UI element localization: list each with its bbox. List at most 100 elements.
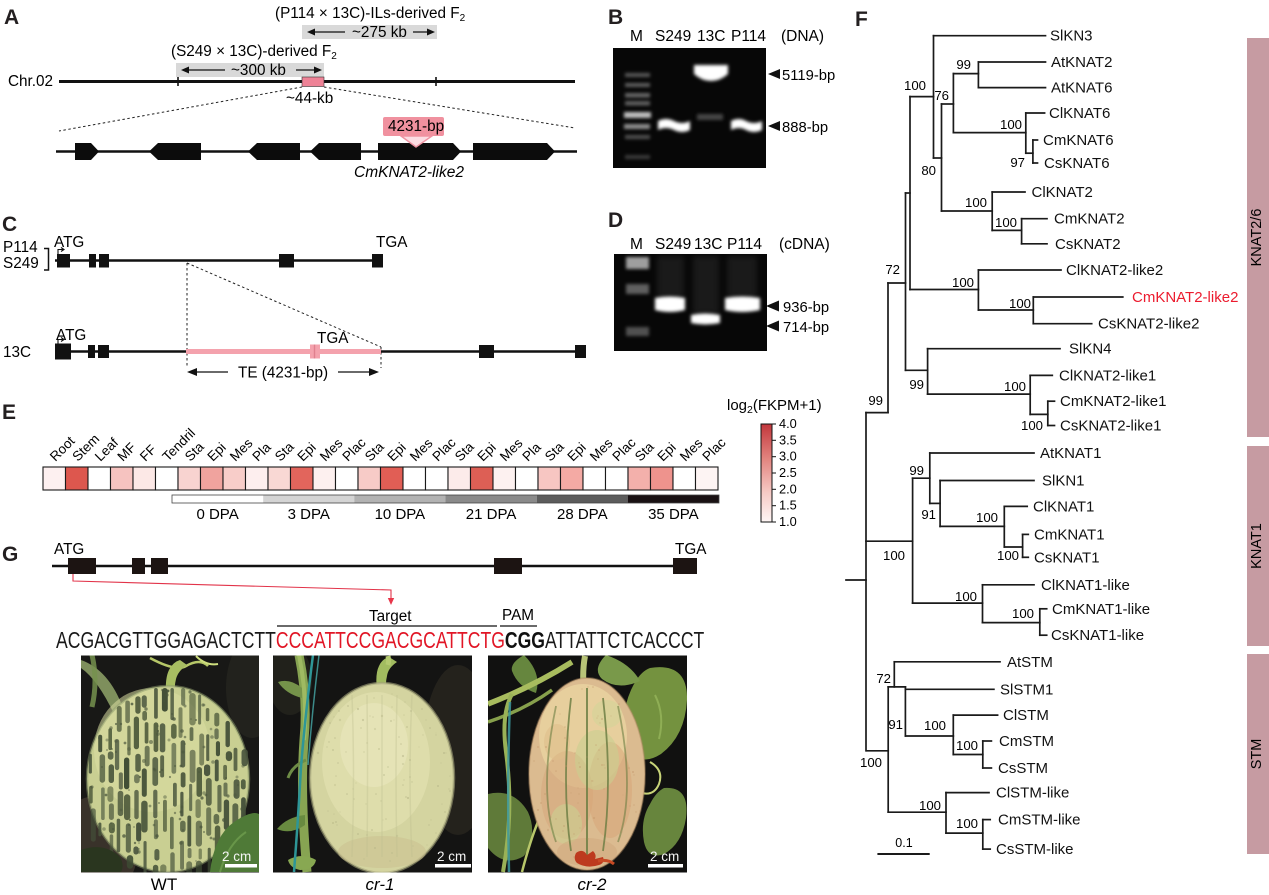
svg-text:(S249 × 13C)-derived F2: (S249 × 13C)-derived F2 bbox=[171, 43, 337, 62]
svg-text:AtKNAT6: AtKNAT6 bbox=[1051, 80, 1112, 97]
svg-text:2 cm: 2 cm bbox=[437, 849, 466, 864]
svg-text:72: 72 bbox=[885, 262, 900, 277]
svg-text:ACGACGTTGGAGACTCTTCCCATTCCGACG: ACGACGTTGGAGACTCTTCCCATTCCGACGCATTCTGCGG… bbox=[56, 628, 705, 654]
svg-text:4231-bp: 4231-bp bbox=[388, 118, 444, 135]
svg-text:S249: S249 bbox=[655, 28, 691, 45]
svg-text:ClKNAT6: ClKNAT6 bbox=[1049, 105, 1110, 122]
svg-text:CsKNAT1: CsKNAT1 bbox=[1034, 549, 1100, 566]
svg-text:AtKNAT2: AtKNAT2 bbox=[1051, 54, 1112, 71]
svg-text:99: 99 bbox=[909, 377, 924, 392]
svg-text:ClKNAT2-like2: ClKNAT2-like2 bbox=[1066, 262, 1163, 279]
svg-text:E: E bbox=[2, 401, 16, 424]
svg-text:S249: S249 bbox=[3, 255, 39, 272]
svg-text:99: 99 bbox=[909, 463, 924, 478]
svg-text:100: 100 bbox=[1000, 117, 1022, 132]
svg-text:100: 100 bbox=[976, 510, 998, 525]
svg-text:WT: WT bbox=[151, 875, 177, 894]
svg-text:0.1: 0.1 bbox=[895, 836, 912, 850]
svg-text:CmKNAT2-like2: CmKNAT2-like2 bbox=[1132, 289, 1238, 306]
svg-text:ATG: ATG bbox=[54, 234, 84, 251]
svg-text:100: 100 bbox=[1009, 296, 1031, 311]
svg-text:936-bp: 936-bp bbox=[783, 300, 829, 316]
svg-text:100: 100 bbox=[883, 548, 905, 563]
svg-text:2 cm: 2 cm bbox=[222, 849, 251, 864]
svg-text:100: 100 bbox=[965, 195, 987, 210]
svg-text:100: 100 bbox=[956, 816, 978, 831]
svg-text:P114: P114 bbox=[727, 236, 762, 253]
svg-text:AtKNAT1: AtKNAT1 bbox=[1040, 445, 1101, 462]
svg-text:(DNA): (DNA) bbox=[781, 28, 824, 45]
svg-text:100: 100 bbox=[904, 78, 926, 93]
svg-text:100: 100 bbox=[956, 738, 978, 753]
svg-text:CmKNAT2: CmKNAT2 bbox=[1054, 211, 1125, 228]
svg-text:M: M bbox=[630, 236, 643, 253]
svg-text:A: A bbox=[4, 6, 19, 29]
svg-text:CmKNAT1: CmKNAT1 bbox=[1034, 526, 1105, 543]
svg-text:cr-2: cr-2 bbox=[578, 875, 608, 894]
svg-text:M: M bbox=[630, 28, 643, 45]
svg-text:99: 99 bbox=[868, 393, 883, 408]
svg-text:13C: 13C bbox=[3, 344, 31, 361]
svg-text:SlSTM1: SlSTM1 bbox=[1000, 681, 1053, 698]
svg-text:13C: 13C bbox=[697, 28, 725, 45]
svg-text:888-bp: 888-bp bbox=[782, 120, 828, 136]
svg-text:cr-1: cr-1 bbox=[366, 875, 395, 894]
svg-text:100: 100 bbox=[924, 718, 946, 733]
svg-text:3.5: 3.5 bbox=[779, 432, 797, 447]
svg-text:CsSTM-like: CsSTM-like bbox=[996, 841, 1074, 858]
svg-text:PAM: PAM bbox=[502, 607, 534, 624]
svg-text:3 DPA: 3 DPA bbox=[288, 506, 330, 523]
svg-text:TGA: TGA bbox=[675, 541, 707, 558]
svg-text:CmKNAT6: CmKNAT6 bbox=[1043, 132, 1114, 149]
svg-text:1.5: 1.5 bbox=[779, 498, 797, 513]
svg-text:28 DPA: 28 DPA bbox=[557, 506, 608, 523]
svg-text:100: 100 bbox=[1012, 606, 1034, 621]
svg-text:STM: STM bbox=[1249, 739, 1265, 770]
svg-text:CmKNAT1-like: CmKNAT1-like bbox=[1052, 601, 1150, 618]
svg-text:CsSTM: CsSTM bbox=[998, 760, 1048, 777]
svg-text:ClKNAT2: ClKNAT2 bbox=[1032, 184, 1093, 201]
svg-text:80: 80 bbox=[921, 163, 936, 178]
svg-text:G: G bbox=[2, 543, 18, 566]
svg-text:TGA: TGA bbox=[376, 234, 408, 251]
svg-text:3.0: 3.0 bbox=[779, 449, 797, 464]
svg-text:CsKNAT1-like: CsKNAT1-like bbox=[1051, 627, 1144, 644]
svg-text:13C: 13C bbox=[694, 236, 722, 253]
svg-text:ATG: ATG bbox=[56, 327, 86, 344]
svg-text:ClKNAT1-like: ClKNAT1-like bbox=[1041, 577, 1130, 594]
svg-text:log2(FKPM+1): log2(FKPM+1) bbox=[727, 397, 822, 416]
svg-text:P114: P114 bbox=[731, 28, 766, 45]
svg-text:100: 100 bbox=[952, 275, 974, 290]
svg-text:ClKNAT2-like1: ClKNAT2-like1 bbox=[1059, 367, 1156, 384]
svg-text:100: 100 bbox=[860, 755, 882, 770]
svg-text:~44-kb: ~44-kb bbox=[286, 90, 333, 107]
svg-text:ClSTM: ClSTM bbox=[1003, 707, 1049, 724]
svg-text:~300 kb: ~300 kb bbox=[231, 62, 286, 79]
svg-text:Target: Target bbox=[369, 608, 412, 625]
svg-text:SlKN4: SlKN4 bbox=[1069, 341, 1112, 358]
svg-text:1.0: 1.0 bbox=[779, 514, 797, 529]
svg-text:5119-bp: 5119-bp bbox=[782, 68, 835, 84]
svg-text:CsKNAT2-like2: CsKNAT2-like2 bbox=[1098, 316, 1199, 333]
svg-text:100: 100 bbox=[919, 798, 941, 813]
svg-text:2.5: 2.5 bbox=[779, 465, 797, 480]
svg-text:4.0: 4.0 bbox=[779, 416, 797, 431]
svg-text:TGA: TGA bbox=[317, 330, 349, 347]
svg-text:72: 72 bbox=[876, 671, 891, 686]
svg-text:CmKNAT2-like2: CmKNAT2-like2 bbox=[354, 164, 464, 181]
svg-text:CmKNAT2-like1: CmKNAT2-like1 bbox=[1060, 393, 1166, 410]
svg-text:SlKN3: SlKN3 bbox=[1050, 28, 1093, 45]
svg-text:21 DPA: 21 DPA bbox=[466, 506, 517, 523]
svg-text:2.0: 2.0 bbox=[779, 481, 797, 496]
svg-text:35 DPA: 35 DPA bbox=[648, 506, 699, 523]
svg-text:~275 kb: ~275 kb bbox=[352, 24, 407, 41]
svg-text:CmSTM-like: CmSTM-like bbox=[998, 812, 1081, 829]
svg-text:ATG: ATG bbox=[54, 541, 84, 558]
svg-text:P114: P114 bbox=[3, 239, 38, 256]
svg-text:10 DPA: 10 DPA bbox=[375, 506, 426, 523]
svg-text:S249: S249 bbox=[655, 236, 691, 253]
svg-text:CmSTM: CmSTM bbox=[999, 733, 1054, 750]
svg-text:0 DPA: 0 DPA bbox=[196, 506, 238, 523]
svg-text:(P114 × 13C)-ILs-derived F2: (P114 × 13C)-ILs-derived F2 bbox=[275, 5, 466, 24]
svg-text:SlKN1: SlKN1 bbox=[1042, 473, 1085, 490]
